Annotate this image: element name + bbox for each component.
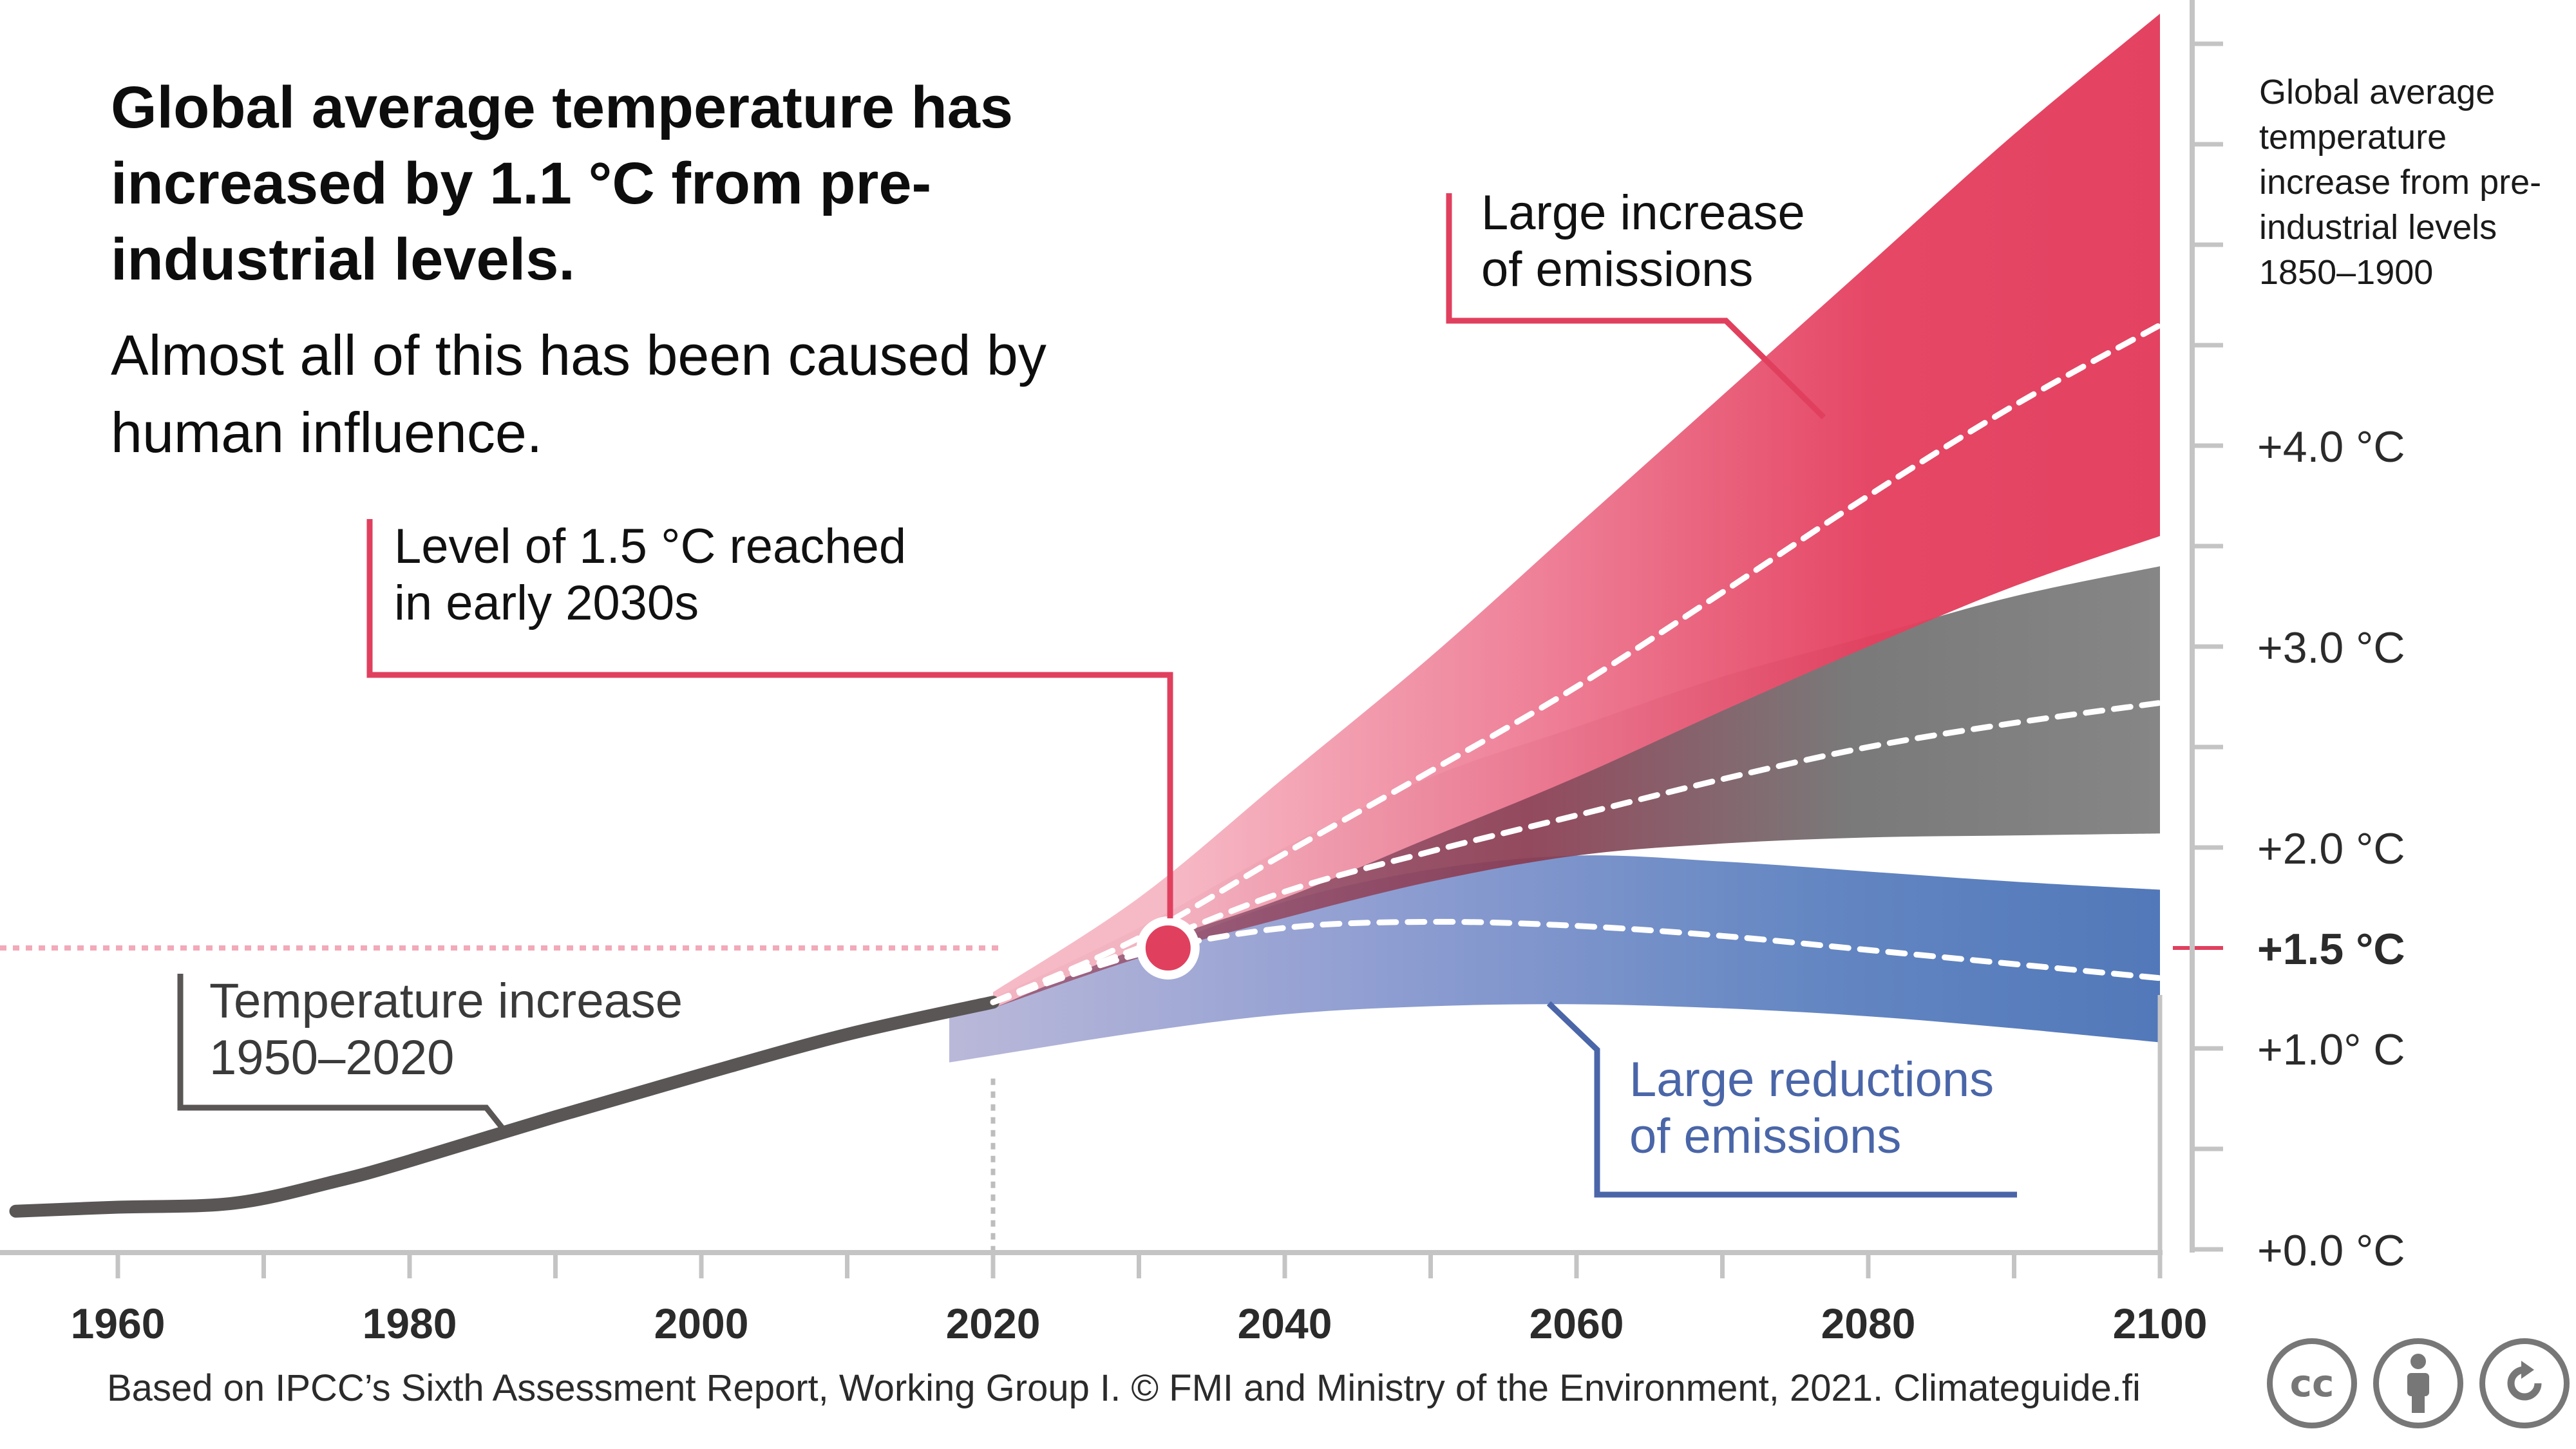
share-alike-icon[interactable] — [2479, 1338, 2570, 1428]
x-tick-label: 2080 — [1821, 1300, 1916, 1347]
chart-title: Global average temperature has increased… — [111, 75, 1014, 292]
x-tick-label: 1960 — [71, 1300, 166, 1347]
cc-icon[interactable]: cc — [2267, 1338, 2357, 1428]
x-tick-label: 1980 — [363, 1300, 457, 1347]
band-high — [993, 14, 2160, 1009]
marker-1-5-reached — [1136, 916, 1200, 980]
y-tick-label: +2.0 °C — [2257, 824, 2405, 873]
y-axis-label: Global average temperature increase from… — [2259, 73, 2542, 292]
level-annotation-line-1: Level of 1.5 °C reached — [394, 519, 906, 574]
band-low — [949, 855, 2160, 1063]
x-tick-label: 2020 — [946, 1300, 1041, 1347]
y-tick-label: +4.0 °C — [2257, 422, 2405, 471]
x-tick-label: 2100 — [2113, 1300, 2208, 1347]
historical-annotation-line-1: Temperature increase — [209, 974, 683, 1028]
by-attribution-icon[interactable] — [2373, 1338, 2463, 1428]
level-annotation-line-2: in early 2030s — [394, 576, 699, 630]
y-tick-label: +1.0° C — [2257, 1025, 2405, 1074]
x-tick-label: 2040 — [1238, 1300, 1332, 1347]
chart-subtitle: Almost all of this has been caused by hu… — [111, 323, 1046, 464]
low-annotation-line-1: Large reductions — [1629, 1052, 1994, 1107]
y-tick-label: +0.0 °C — [2257, 1226, 2405, 1275]
source-credit: Based on IPCC’s Sixth Assessment Report,… — [107, 1367, 2141, 1409]
historical-line — [9, 996, 999, 1218]
level-callout-line — [366, 519, 1173, 918]
high-annotation-line-1: Large increase — [1481, 185, 1805, 240]
low-annotation-line-2: of emissions — [1629, 1109, 1901, 1164]
historical-callout-line — [177, 974, 511, 1138]
historical-annotation-line-2: 1950–2020 — [209, 1030, 454, 1085]
low-callout-line — [1546, 1001, 2017, 1198]
x-tick-label: 2060 — [1530, 1300, 1624, 1347]
high-callout-line — [1446, 193, 1826, 420]
y-tick-label: +1.5 °C — [2257, 925, 2405, 974]
x-tick-label: 2000 — [654, 1300, 749, 1347]
median-high — [990, 322, 2163, 1005]
high-annotation-line-2: of emissions — [1481, 242, 1753, 297]
y-tick-label: +3.0 °C — [2257, 623, 2405, 672]
